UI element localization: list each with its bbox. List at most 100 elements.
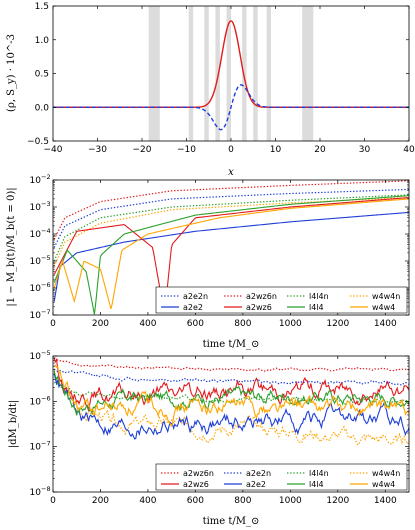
x-tick-label: 0 (50, 496, 56, 506)
y-ticks: 10−710−610−510−410−310−2 (30, 173, 409, 321)
y-tick-label: 10 (30, 176, 42, 186)
series-l4l4 (53, 195, 409, 315)
x-tick-label: 1400 (374, 319, 397, 329)
x-tick-label: −30 (88, 145, 107, 155)
series-w4w4n (54, 378, 409, 446)
legend-label: a2wz6 (246, 303, 272, 312)
shaded-band-6 (253, 6, 258, 141)
legend-label: a2wz6n (246, 292, 277, 301)
y-axis-label: (ρ, S_y) · 10^-3 (6, 34, 17, 112)
y-tick-label: 0.5 (35, 70, 49, 80)
x-tick-label: 600 (187, 496, 204, 506)
shaded-band-0 (148, 6, 160, 141)
x-tick-label: 30 (359, 145, 371, 155)
plot-frame (52, 355, 410, 493)
y-tick-label: 10 (30, 397, 42, 407)
y-tick-exponent: −6 (41, 394, 51, 402)
series-a2wz6n (53, 180, 409, 240)
legend: a2e2n a2wz6n l4l4n w4w4n a2e2 a2wz6 l4l4 w4w4 (155, 286, 408, 314)
series-w4w4n (53, 196, 409, 267)
series-a2wz6n (53, 357, 409, 372)
legend-label: w4w4 (372, 303, 395, 312)
legend-label: a2e2n (183, 292, 208, 301)
shaded-band-7 (266, 6, 272, 141)
x-tick-label: 1000 (279, 496, 302, 506)
y-tick-label: 10 (30, 284, 42, 294)
shaded-band-4 (226, 6, 231, 141)
x-tick-label: 400 (139, 496, 156, 506)
y-ticks: 10−810−710−610−5 (30, 349, 409, 498)
mass-rate-curves (53, 357, 409, 446)
y-tick-exponent: −6 (41, 281, 51, 289)
y-tick-label: 1.5 (35, 2, 49, 12)
series-a2wz6 (53, 357, 409, 413)
series-l4l4n (53, 194, 409, 262)
y-tick-label: 10 (30, 443, 42, 453)
y-tick-exponent: −2 (41, 173, 51, 181)
x-tick-label: −20 (133, 145, 152, 155)
series-w4w4 (53, 364, 409, 428)
y-tick-label: 10 (30, 230, 42, 240)
legend-label: w4w4n (372, 292, 400, 301)
x-tick-label: 400 (139, 319, 156, 329)
legend-label: l4l4n (309, 469, 329, 478)
y-tick-label: 10 (30, 311, 42, 321)
y-tick-label: 10 (30, 352, 42, 362)
legend-label: a2e2 (183, 303, 203, 312)
x-tick-label: 1200 (326, 319, 349, 329)
legend: a2wz6n a2e2n l4l4n w4w4n a2wz6 a2e2 l4l4 w4w4 (155, 463, 408, 491)
x-tick-label: 600 (187, 319, 204, 329)
profile-curves (53, 20, 409, 131)
series-w4w4 (53, 198, 409, 310)
shaded-bands (148, 6, 314, 141)
legend-label: w4w4 (372, 480, 395, 489)
legend-box (155, 463, 408, 491)
mass-loss-panel: 0 200 400 600 800 1000 1200 1400 10−710−610−510… (6, 173, 410, 350)
mass-loss-curves (53, 180, 409, 315)
density-profile-panel: −40 −30 −20 −10 0 10 20 30 40 −0.5 0.0 0.5 1.0 1.5 x… (6, 2, 415, 178)
series-a2e2n (53, 188, 409, 248)
x-tick-label: 800 (234, 496, 251, 506)
y-tick-label: 10 (30, 203, 42, 213)
x-ticks: 0 200 400 600 800 1000 1200 1400 (50, 356, 397, 506)
x-tick-label: −40 (44, 145, 63, 155)
legend-label: w4w4n (372, 469, 400, 478)
series-a2e2 (53, 373, 409, 440)
y-tick-exponent: −8 (41, 485, 51, 493)
x-tick-label: 1400 (374, 496, 397, 506)
series-a2wz6 (53, 197, 409, 314)
momentum-curve (53, 84, 409, 131)
y-tick-exponent: −5 (41, 254, 51, 262)
x-tick-label: 20 (314, 145, 326, 155)
x-tick-label: 200 (92, 496, 109, 506)
y-axis-label: |dM_b/dt| (8, 400, 19, 449)
x-tick-label: −10 (177, 145, 196, 155)
x-axis-label: time t/M_⊙ (203, 339, 260, 350)
mass-rate-panel: 0 200 400 600 800 1000 1200 1400 10−810−710−610… (8, 349, 410, 527)
legend-label: l4l4 (309, 480, 324, 489)
x-axis-label: x (228, 167, 234, 178)
legend-label: a2wz6n (183, 469, 214, 478)
y-tick-exponent: −5 (41, 349, 51, 357)
y-tick-label: 1.0 (35, 36, 50, 46)
series-l4l4 (53, 370, 409, 416)
x-tick-label: 1200 (326, 496, 349, 506)
legend-label: a2wz6 (183, 480, 209, 489)
x-tick-label: 40 (403, 145, 415, 155)
x-tick-label: 0 (50, 319, 56, 329)
y-ticks: −0.5 0.0 0.5 1.0 1.5 (27, 2, 409, 147)
shaded-band-8 (302, 6, 314, 141)
y-tick-exponent: −4 (41, 227, 51, 235)
y-axis-label: |1 − M_b(t)/M_b(t = 0)| (6, 187, 17, 306)
series-a2e2n (53, 368, 409, 386)
x-tick-label: 1000 (279, 319, 302, 329)
x-tick-label: 200 (92, 319, 109, 329)
y-tick-label: 0.0 (35, 103, 50, 113)
plot-frame (52, 179, 410, 316)
y-tick-exponent: −3 (41, 200, 51, 208)
legend-label: a2e2 (246, 480, 266, 489)
legend-label: a2e2n (246, 469, 271, 478)
y-tick-exponent: −7 (41, 440, 51, 448)
y-tick-exponent: −7 (41, 308, 51, 316)
